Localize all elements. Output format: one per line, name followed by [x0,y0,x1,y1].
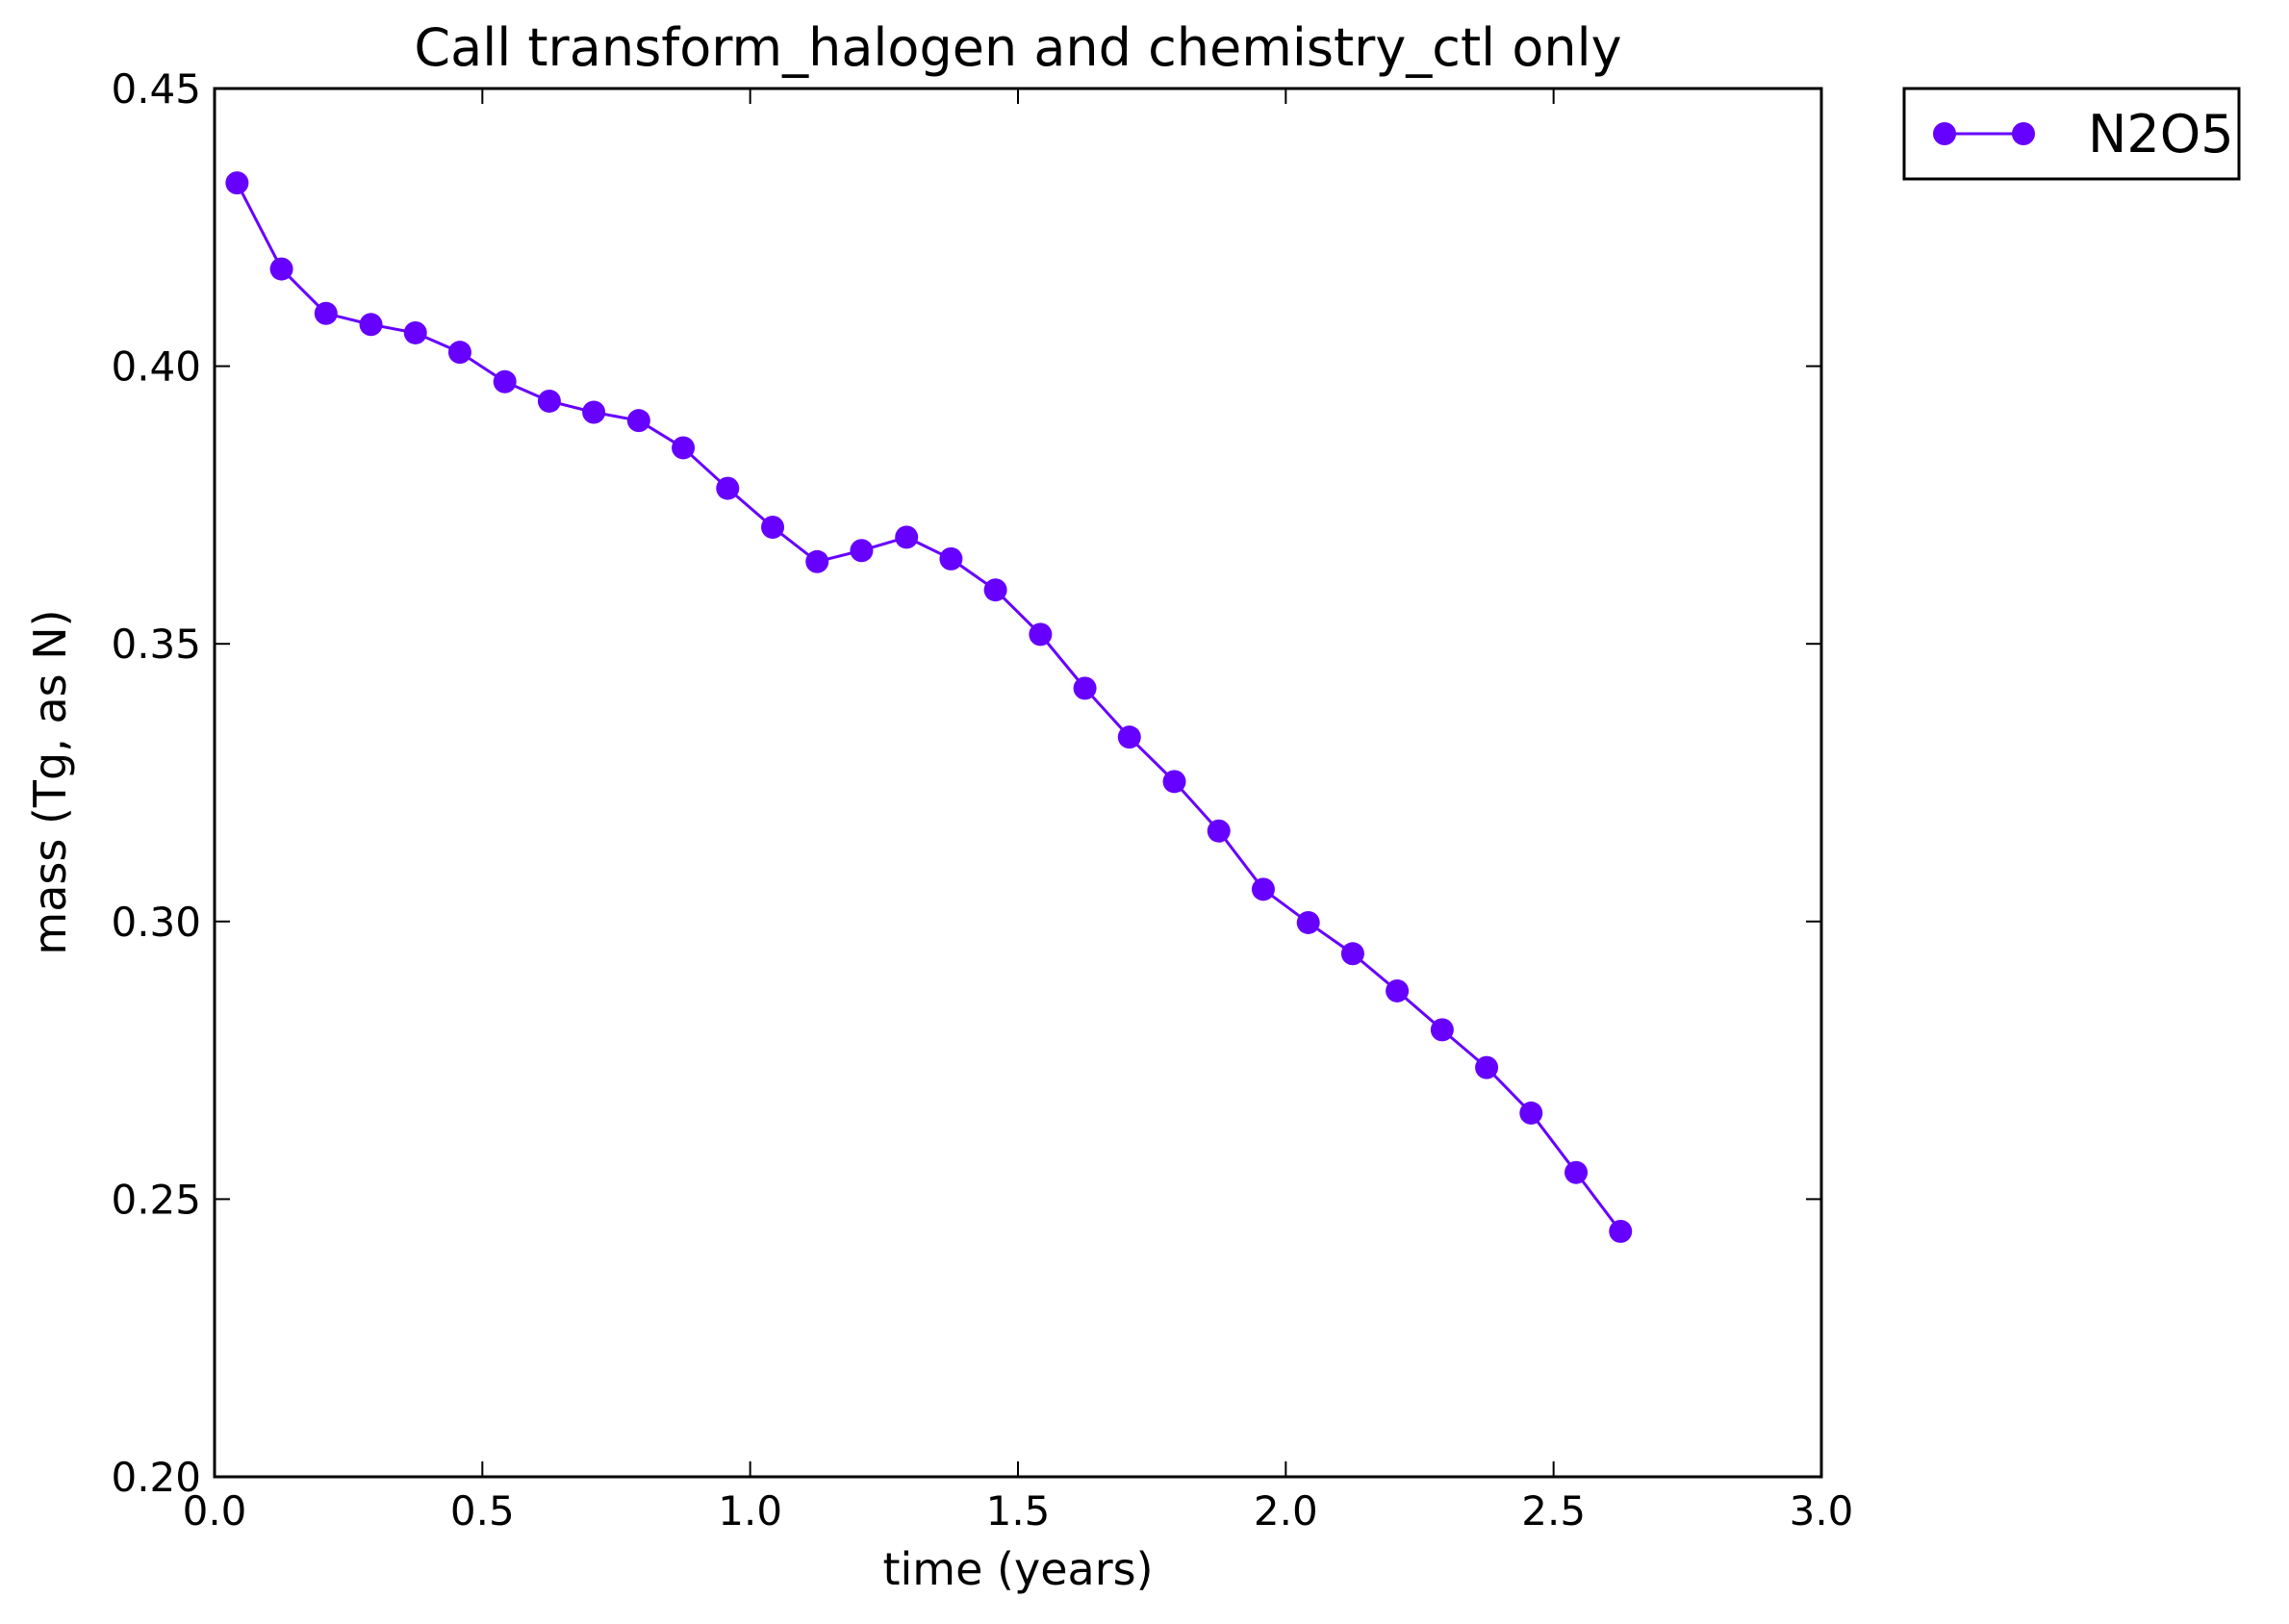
x-tick-label: 0.5 [450,1487,515,1535]
data-point [225,171,249,195]
x-tick-label: 3.0 [1790,1487,1854,1535]
data-point [895,525,919,549]
data-point [1609,1219,1633,1243]
data-point [1117,725,1141,749]
data-point [983,578,1007,602]
data-point [403,320,427,344]
data-point [626,409,650,433]
y-tick-label: 0.20 [111,1454,201,1501]
data-point [1296,910,1320,934]
data-point [1073,676,1097,700]
data-point [447,341,471,365]
x-tick-label: 1.5 [986,1487,1051,1535]
y-tick-label: 0.30 [111,899,201,946]
data-point [939,546,963,571]
y-axis: 0.20 0.25 0.30 0.35 0.40 0.45 [111,65,1821,1501]
chart-title: Call transform_halogen and chemistry_ctl… [414,17,1621,78]
data-point [761,515,785,539]
x-tick-label: 1.0 [718,1487,782,1535]
data-point [1430,1018,1454,1042]
data-point [493,369,517,393]
y-tick-label: 0.35 [111,621,201,668]
data-point [1029,622,1053,647]
data-point [1475,1055,1499,1079]
x-axis: 0.0 0.5 1.0 1.5 2.0 2.5 3.0 [183,89,1854,1535]
x-tick-label: 2.0 [1254,1487,1318,1535]
x-tick-label: 0.0 [183,1487,247,1535]
y-tick-label: 0.25 [111,1176,201,1223]
data-point [314,301,338,325]
legend-marker [1933,122,1956,145]
y-tick-label: 0.40 [111,343,201,391]
x-axis-label: time (years) [882,1543,1153,1595]
y-tick-label: 0.45 [111,65,201,113]
data-point [1519,1101,1543,1125]
data-point [850,539,874,563]
data-point [582,400,606,424]
data-point [1251,877,1275,901]
data-point [1564,1160,1589,1184]
x-tick-label: 2.5 [1521,1487,1586,1535]
legend-marker [2012,122,2035,145]
data-point [537,389,561,413]
data-point [1207,819,1231,843]
data-point [672,436,696,460]
y-axis-label: mass (Tg, as N) [24,609,76,954]
data-point [359,313,383,337]
legend-label: N2O5 [2088,104,2234,165]
data-point [1386,978,1410,1002]
legend: N2O5 [1902,87,2241,181]
data-point [716,476,740,500]
data-point [269,257,293,281]
data-point [1162,770,1186,794]
data-point [805,549,829,573]
series-layer [225,171,1633,1243]
data-point [1340,942,1364,966]
